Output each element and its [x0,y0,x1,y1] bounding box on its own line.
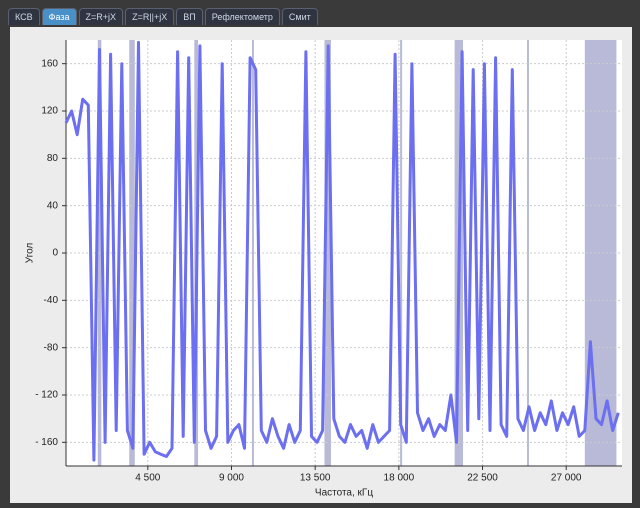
tab[interactable]: Рефлектометр [205,8,280,25]
y-tick-label: 160 [41,58,58,69]
x-tick-label: 13 500 [300,473,331,484]
y-tick-label: 80 [47,153,59,164]
y-tick-label: 120 [41,106,58,117]
tab[interactable]: Фаза [42,8,77,25]
tab[interactable]: ВП [176,8,202,25]
x-tick-label: 22 500 [467,473,498,484]
x-tick-label: 27 000 [551,473,582,484]
tab[interactable]: Смит [282,8,318,25]
y-tick-label: -80 [44,342,59,353]
chart: Угол Частота, кГц - 160 - 120 -80 -40 0 40 80 1… [10,27,632,503]
x-tick-label: 18 000 [384,473,415,484]
y-tick-label: -40 [44,295,59,306]
y-tick-label: 0 [52,248,58,259]
y-tick-label: 40 [47,200,59,211]
y-tick-label: - 120 [35,390,58,401]
y-axis-label: Угол [25,243,36,264]
tab[interactable]: КСВ [8,8,40,25]
x-axis-label: Частота, кГц [315,488,373,499]
tab[interactable]: Z=R||+jX [125,8,174,25]
band [252,40,254,466]
y-tick-label: - 160 [35,437,58,448]
tab-bar: КСВФазаZ=R+jXZ=R||+jXВПРефлектометрСмит [8,8,318,25]
chart-panel: Угол Частота, кГц - 160 - 120 -80 -40 0 40 80 1… [10,27,632,503]
x-tick-label: 9 000 [219,473,244,484]
tab[interactable]: Z=R+jX [79,8,124,25]
x-tick-label: 4 500 [135,473,160,484]
